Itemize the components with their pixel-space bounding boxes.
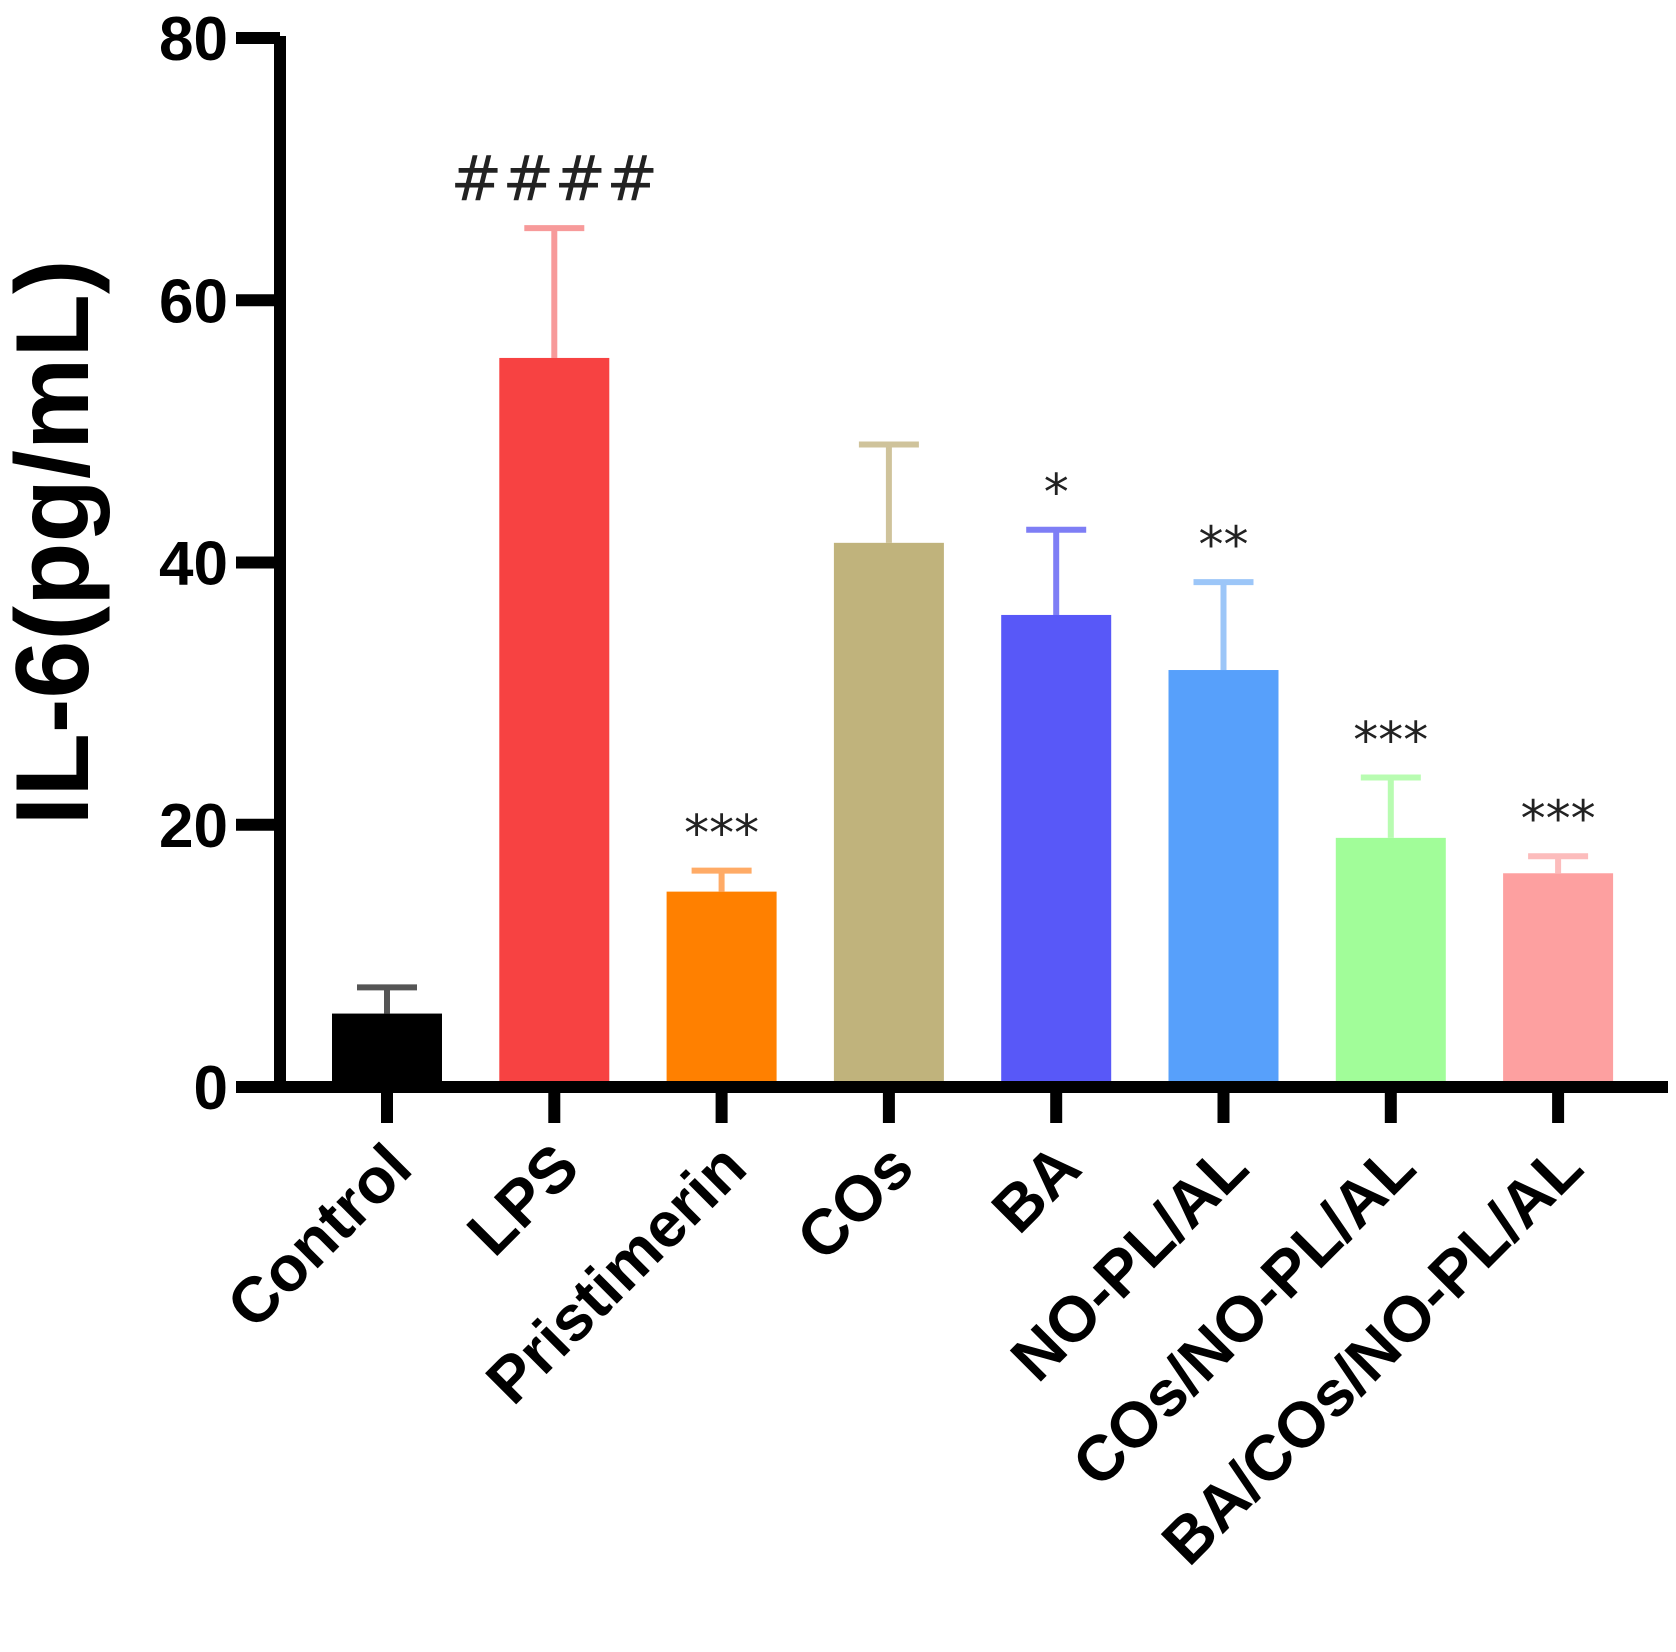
- annotations-group: ####************: [450, 142, 1595, 863]
- significance-star-label: ***: [684, 805, 759, 863]
- bar-no-pl-al: [1168, 670, 1279, 1081]
- y-tick-label: 60: [159, 267, 228, 336]
- bar-cos-no-pl-al: [1335, 837, 1446, 1081]
- x-tick-label: LPS: [453, 1130, 592, 1269]
- y-tick-label: 0: [194, 1054, 228, 1123]
- bars-group: [332, 357, 1614, 1081]
- bar-control: [332, 1013, 442, 1081]
- y-tick-label: 40: [159, 530, 228, 599]
- y-axis-title: IL-6(pg/mL): [0, 259, 111, 825]
- bar-ba: [1001, 614, 1112, 1081]
- significance-star-label: **: [1199, 516, 1249, 574]
- y-tick-label: 20: [159, 792, 228, 861]
- bar-pristimerin: [666, 891, 777, 1081]
- x-tick-label: COs: [783, 1130, 927, 1274]
- bar-ba-cos-no-pl-al: [1503, 873, 1614, 1081]
- x-tick-label: BA: [978, 1130, 1094, 1246]
- significance-star-label: ***: [1353, 712, 1428, 770]
- y-axis-title-group: IL-6(pg/mL): [0, 259, 111, 825]
- bar-lps: [499, 357, 610, 1081]
- y-ticks-group: 0 20 40 60 80: [159, 5, 280, 1123]
- error-bars-group: [357, 225, 1589, 1014]
- x-tick-label: Control: [213, 1130, 425, 1342]
- bar-cos: [833, 542, 944, 1081]
- significance-star-label: *: [1044, 464, 1069, 522]
- significance-hash-label: ####: [450, 142, 658, 215]
- y-tick-label: 80: [159, 5, 228, 74]
- significance-star-label: ***: [1521, 790, 1596, 848]
